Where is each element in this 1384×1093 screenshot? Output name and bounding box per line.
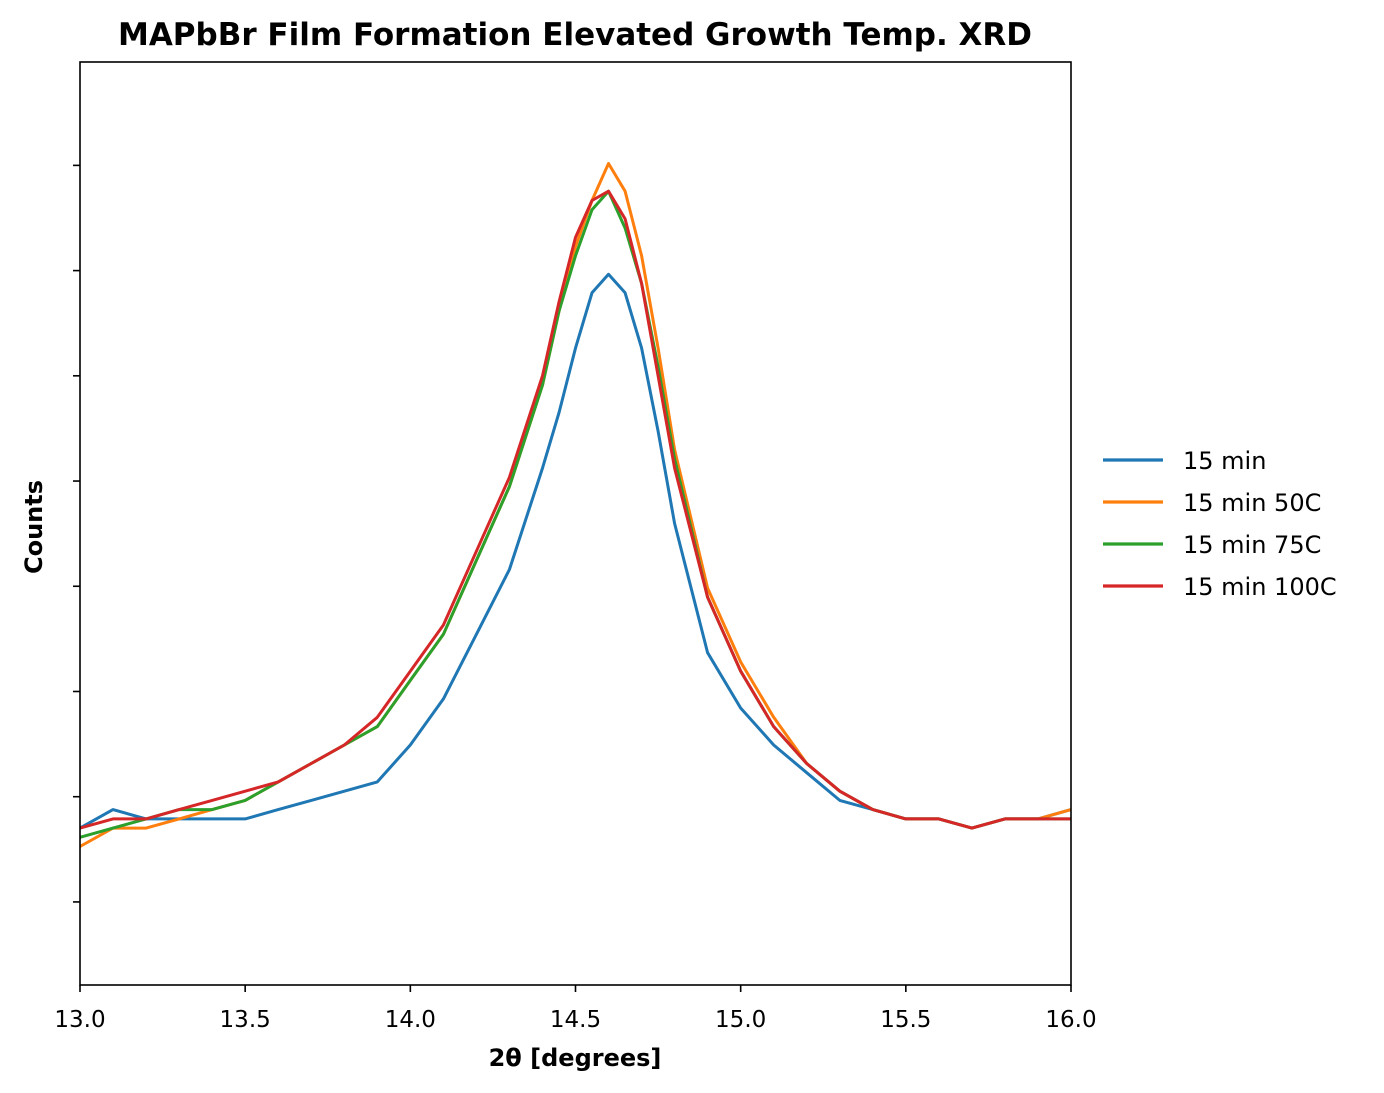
chart-title: MAPbBr Film Formation Elevated Growth Te… xyxy=(118,17,1032,53)
plot-lines xyxy=(79,162,1072,848)
x-axis-label: 2θ [degrees] xyxy=(489,1044,662,1072)
series-line-4 xyxy=(79,189,1071,830)
x-axis: 13.0 13.5 14.0 14.5 15.0 15.5 16.0 xyxy=(54,985,1097,1033)
x-tick-label: 13.0 xyxy=(54,1007,105,1033)
legend-label-4: 15 min 100C xyxy=(1183,573,1337,601)
series-line-2 xyxy=(79,162,1072,848)
x-tick-label: 13.5 xyxy=(220,1007,271,1033)
y-axis-label: Counts xyxy=(20,480,48,574)
x-tick-label: 16.0 xyxy=(1045,1007,1096,1033)
plot-frame xyxy=(79,61,1072,986)
x-tick-label: 14.0 xyxy=(385,1007,436,1033)
legend-label-3: 15 min 75C xyxy=(1183,531,1321,559)
x-tick-label: 15.0 xyxy=(715,1007,766,1033)
x-tick-label: 15.5 xyxy=(880,1007,931,1033)
y-axis xyxy=(73,164,80,903)
legend: 15 min 15 min 50C 15 min 75C 15 min 100C xyxy=(1103,447,1337,601)
series-line-3 xyxy=(79,189,1071,839)
legend-label-1: 15 min xyxy=(1183,447,1266,475)
legend-label-2: 15 min 50C xyxy=(1183,489,1321,517)
x-tick-label: 14.5 xyxy=(550,1007,601,1033)
series-line-1 xyxy=(79,272,1072,830)
